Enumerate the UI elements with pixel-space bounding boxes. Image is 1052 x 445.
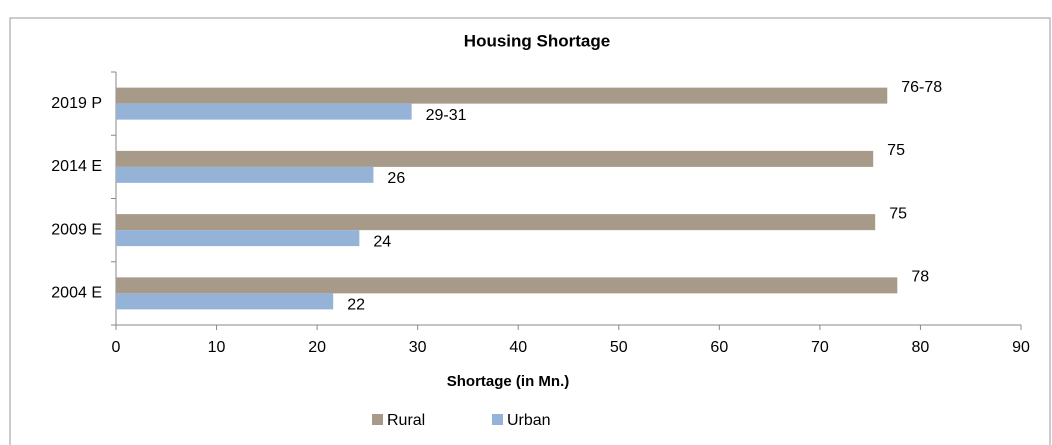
x-tick-label: 30 [409,339,427,356]
x-tick-label: 60 [710,339,728,356]
legend-swatch [492,414,503,425]
y-tick-label: 2019 P [51,95,102,112]
x-tick-label: 0 [112,339,121,356]
legend-label: Urban [507,412,551,429]
y-tick-label: 2009 E [51,221,102,238]
value-label: 78 [911,269,929,286]
bar [116,103,412,120]
value-label: 26 [387,170,405,187]
value-label: 22 [347,297,365,314]
value-label: 75 [887,142,905,159]
bar [116,87,888,104]
x-tick-label: 20 [308,339,326,356]
value-label: 76-78 [901,79,942,96]
bar [116,293,334,310]
value-label: 75 [889,205,907,222]
x-axis-title: Shortage (in Mn.) [447,373,570,390]
x-tick-label: 40 [509,339,527,356]
x-tick-label: 70 [811,339,829,356]
bar [116,214,876,231]
x-tick-label: 10 [208,339,226,356]
value-label: 29-31 [426,107,467,124]
y-tick-label: 2004 E [51,285,102,302]
x-tick-label: 90 [1012,339,1030,356]
legend-swatch [372,414,383,425]
y-tick-label: 2014 E [51,158,102,175]
bar [116,277,898,294]
bar [116,230,360,247]
value-label: 24 [373,233,391,250]
chart-title: Housing Shortage [464,31,610,50]
x-tick-label: 80 [912,339,930,356]
bar [116,166,374,183]
x-tick-label: 50 [610,339,628,356]
bar [116,150,874,167]
legend-label: Rural [387,412,425,429]
